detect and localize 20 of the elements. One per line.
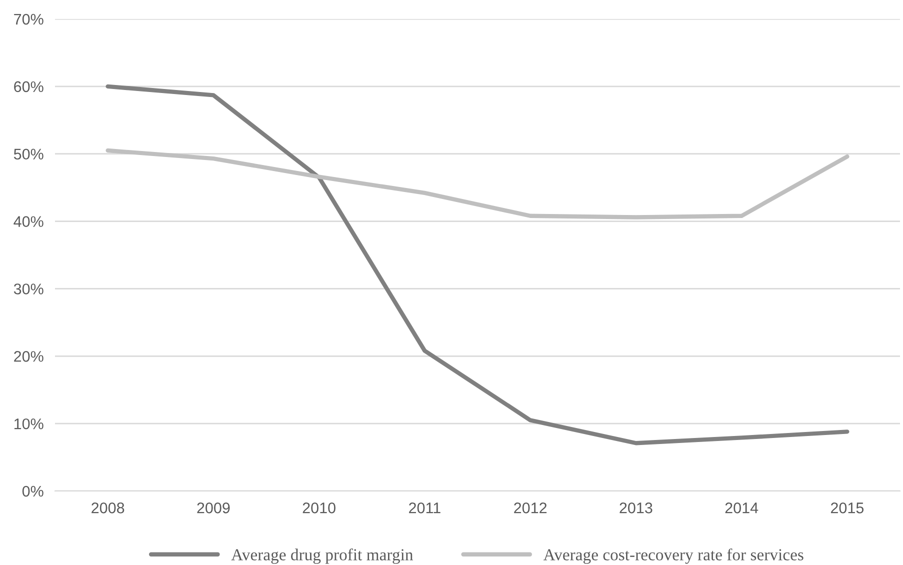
line-series bbox=[106, 84, 850, 446]
x-tick-label: 2015 bbox=[830, 502, 864, 514]
x-tick-label: 2012 bbox=[514, 502, 547, 514]
x-tick-label: 2008 bbox=[92, 502, 124, 514]
y-tick-label: 50% bbox=[14, 148, 44, 160]
y-tick-label: 10% bbox=[14, 418, 44, 430]
x-tick-label: 2010 bbox=[302, 502, 336, 514]
legend-label: Average cost-recovery rate for services bbox=[543, 548, 804, 564]
x-tick-label: 2014 bbox=[725, 502, 758, 514]
line-series bbox=[106, 148, 850, 220]
y-tick-label: 70% bbox=[14, 14, 44, 25]
x-tick-label: 2009 bbox=[197, 502, 230, 514]
legend-label: Average drug profit margin bbox=[231, 548, 414, 564]
y-tick-label: 0% bbox=[22, 486, 44, 497]
x-tick-label: 2011 bbox=[409, 502, 440, 514]
y-tick-label: 60% bbox=[14, 81, 44, 92]
y-tick-label: 30% bbox=[14, 284, 44, 294]
x-tick-label: 2013 bbox=[620, 502, 652, 514]
y-tick-label: 20% bbox=[14, 351, 44, 362]
y-tick-label: 40% bbox=[14, 216, 44, 227]
